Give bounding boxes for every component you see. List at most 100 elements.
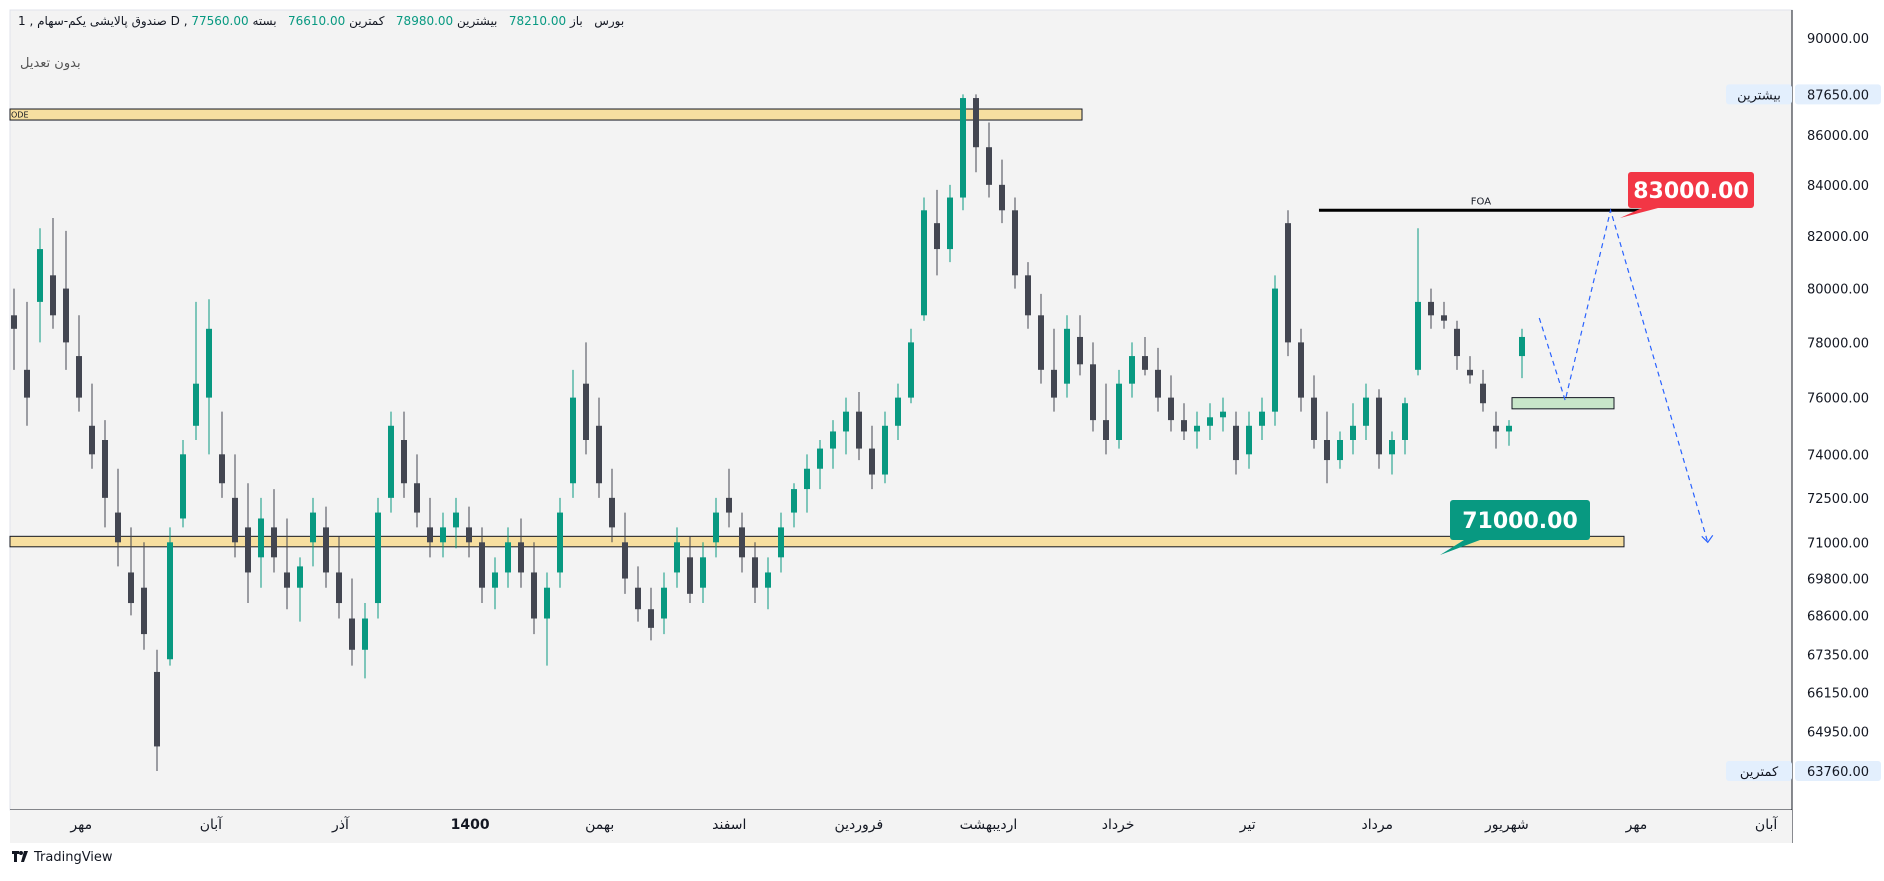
- candle-body[interactable]: [401, 440, 407, 484]
- candle-body[interactable]: [1025, 275, 1031, 316]
- candle-body[interactable]: [141, 587, 147, 635]
- candle-body[interactable]: [1155, 369, 1161, 398]
- candle-body[interactable]: [258, 518, 264, 558]
- candle-body[interactable]: [1363, 397, 1369, 426]
- candle-body[interactable]: [1103, 420, 1109, 441]
- candle-body[interactable]: [1038, 315, 1044, 370]
- candle-body[interactable]: [830, 431, 836, 449]
- candle-body[interactable]: [791, 489, 797, 513]
- target-badge[interactable]: [1628, 172, 1754, 208]
- candle-body[interactable]: [947, 197, 953, 250]
- candle-body[interactable]: [739, 527, 745, 558]
- candle-body[interactable]: [154, 671, 160, 747]
- candle-body[interactable]: [193, 383, 199, 426]
- resistance-zone[interactable]: [9, 108, 1083, 121]
- candle-body[interactable]: [232, 497, 238, 543]
- candle-body[interactable]: [466, 527, 472, 543]
- candle-body[interactable]: [752, 557, 758, 588]
- candle-body[interactable]: [544, 587, 550, 619]
- candle-body[interactable]: [1233, 425, 1239, 461]
- candle-body[interactable]: [102, 440, 108, 498]
- candle-body[interactable]: [804, 468, 810, 490]
- candle-body[interactable]: [882, 425, 888, 475]
- candle-body[interactable]: [323, 527, 329, 573]
- symbol-name[interactable]: صندوق پالایشی یکم-سهام: [37, 14, 167, 28]
- interval-label[interactable]: 1: [18, 14, 26, 28]
- candle-body[interactable]: [24, 369, 30, 398]
- candle-body[interactable]: [1454, 328, 1460, 357]
- candle-body[interactable]: [219, 454, 225, 484]
- candle-body[interactable]: [622, 542, 628, 579]
- candle-body[interactable]: [1285, 223, 1291, 343]
- candle-body[interactable]: [1350, 425, 1356, 441]
- candle-body[interactable]: [1376, 397, 1382, 455]
- candle-body[interactable]: [674, 542, 680, 573]
- candle-body[interactable]: [128, 572, 134, 604]
- candle-body[interactable]: [89, 425, 95, 455]
- candle-body[interactable]: [297, 566, 303, 588]
- candle-body[interactable]: [609, 497, 615, 528]
- candle-body[interactable]: [453, 512, 459, 528]
- candle-body[interactable]: [1051, 369, 1057, 398]
- candle-body[interactable]: [492, 572, 498, 588]
- candle-body[interactable]: [1298, 342, 1304, 398]
- support-zone[interactable]: [9, 535, 1625, 548]
- candle-body[interactable]: [50, 275, 56, 316]
- price-axis[interactable]: [1793, 10, 1884, 810]
- candle-body[interactable]: [1506, 425, 1512, 432]
- candle-body[interactable]: [1194, 425, 1200, 432]
- candle-body[interactable]: [895, 397, 901, 426]
- candle-body[interactable]: [1142, 356, 1148, 370]
- candle-body[interactable]: [362, 618, 368, 650]
- candle-body[interactable]: [1220, 411, 1226, 418]
- candle-body[interactable]: [921, 210, 927, 316]
- candle-body[interactable]: [1389, 440, 1395, 455]
- target-badge[interactable]: [1450, 500, 1590, 540]
- candle-body[interactable]: [973, 98, 979, 148]
- candle-body[interactable]: [310, 512, 316, 543]
- candle-body[interactable]: [1402, 403, 1408, 441]
- demand-zone[interactable]: [1511, 397, 1615, 410]
- candle-body[interactable]: [76, 356, 82, 398]
- candle-body[interactable]: [765, 572, 771, 588]
- candle-body[interactable]: [167, 542, 173, 660]
- candle-body[interactable]: [960, 98, 966, 198]
- candle-body[interactable]: [648, 609, 654, 628]
- candle-body[interactable]: [1129, 356, 1135, 384]
- projection-path[interactable]: [1538, 207, 1709, 543]
- candle-body[interactable]: [414, 483, 420, 513]
- candle-body[interactable]: [1441, 315, 1447, 321]
- candle-body[interactable]: [635, 587, 641, 610]
- time-axis[interactable]: [10, 810, 1792, 843]
- candle-body[interactable]: [817, 448, 823, 469]
- candle-body[interactable]: [1480, 383, 1486, 404]
- candle-body[interactable]: [1467, 369, 1473, 376]
- candle-body[interactable]: [1207, 417, 1213, 426]
- candle-body[interactable]: [1181, 420, 1187, 432]
- candle-body[interactable]: [1324, 440, 1330, 461]
- candle-body[interactable]: [1415, 301, 1421, 370]
- candle-body[interactable]: [1337, 440, 1343, 461]
- candle-body[interactable]: [1116, 383, 1122, 441]
- candle-body[interactable]: [388, 425, 394, 498]
- candle-body[interactable]: [583, 383, 589, 441]
- candle-body[interactable]: [11, 315, 17, 329]
- candle-body[interactable]: [843, 411, 849, 432]
- candle-body[interactable]: [349, 618, 355, 650]
- candle-body[interactable]: [1272, 288, 1278, 412]
- candle-body[interactable]: [336, 572, 342, 604]
- candle-body[interactable]: [479, 542, 485, 588]
- candle-body[interactable]: [1311, 397, 1317, 441]
- candle-body[interactable]: [908, 342, 914, 398]
- candle-body[interactable]: [726, 497, 732, 513]
- candle-body[interactable]: [115, 512, 121, 543]
- candle-body[interactable]: [1428, 301, 1434, 316]
- candle-body[interactable]: [531, 572, 537, 619]
- candle-body[interactable]: [778, 527, 784, 558]
- candle-body[interactable]: [557, 512, 563, 573]
- candle-body[interactable]: [1168, 397, 1174, 421]
- candle-body[interactable]: [869, 448, 875, 475]
- candle-body[interactable]: [1493, 425, 1499, 432]
- candle-body[interactable]: [440, 527, 446, 543]
